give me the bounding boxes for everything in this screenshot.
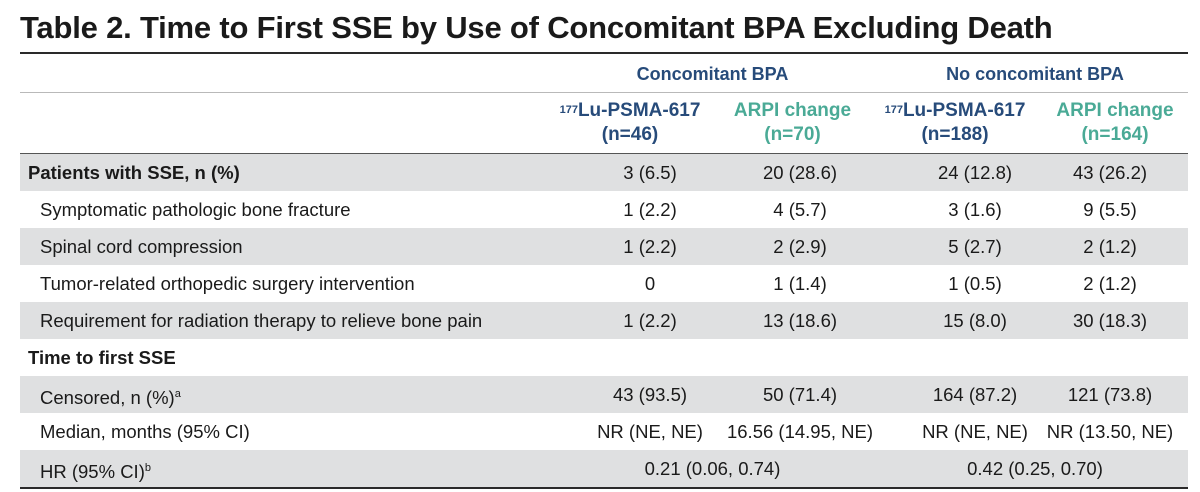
table-cell: 2 (1.2) bbox=[1083, 236, 1137, 257]
table-cell: 43 (26.2) bbox=[1072, 162, 1148, 183]
table-cell: 20 (28.6) bbox=[762, 162, 838, 183]
table-cell: 1 (1.4) bbox=[773, 273, 827, 294]
row-label: Symptomatic pathologic bone fracture bbox=[40, 199, 351, 220]
row-label: Spinal cord compression bbox=[40, 236, 243, 257]
column-header-arpi-2: ARPI change (n=164) bbox=[1056, 100, 1174, 145]
row-label: Requirement for radiation therapy to rel… bbox=[40, 310, 483, 331]
table-cell: 9 (5.5) bbox=[1083, 199, 1137, 220]
table-cell: 1 (2.2) bbox=[623, 310, 677, 331]
table-section-row: Time to first SSE bbox=[20, 339, 1188, 376]
table-cell: 13 (18.6) bbox=[762, 310, 838, 331]
row-label: HR (95% CI)b bbox=[40, 461, 151, 483]
table-cell: 1 (0.5) bbox=[948, 273, 1002, 294]
table-cell: 4 (5.7) bbox=[773, 199, 827, 220]
table-cell: 1 (2.2) bbox=[623, 199, 677, 220]
table-cell: NR (NE, NE) bbox=[597, 421, 703, 442]
row-label: Tumor-related orthopedic surgery interve… bbox=[40, 273, 415, 294]
table-cell-spanned: 0.42 (0.25, 0.70) bbox=[967, 458, 1103, 479]
row-label: Patients with SSE, n (%) bbox=[28, 162, 240, 183]
column-header-arpi-1: ARPI change (n=70) bbox=[733, 100, 852, 145]
table-row: Requirement for radiation therapy to rel… bbox=[20, 302, 1188, 339]
table-cell: 164 (87.2) bbox=[932, 384, 1018, 405]
column-header-lu-psma-2: 177Lu-PSMA-617 (n=188) bbox=[884, 100, 1026, 145]
column-header-row: 177Lu-PSMA-617 (n=46) ARPI change (n=70) 1… bbox=[20, 93, 1188, 154]
row-label: Median, months (95% CI) bbox=[40, 421, 250, 442]
table-cell: 24 (12.8) bbox=[937, 162, 1013, 183]
group-header-no-concomitant: No concomitant BPA bbox=[946, 64, 1124, 84]
table-cell: 3 (6.5) bbox=[623, 162, 677, 183]
table-cell: 2 (1.2) bbox=[1083, 273, 1137, 294]
table-row: Patients with SSE, n (%) 3 (6.5) 20 (28.… bbox=[20, 154, 1188, 191]
table-row: HR (95% CI)b 0.21 (0.06, 0.74) 0.42 (0.2… bbox=[20, 450, 1188, 487]
table-cell: 43 (93.5) bbox=[612, 384, 688, 405]
group-header-row: Concomitant BPA No concomitant BPA bbox=[20, 54, 1188, 93]
table-title: Table 2. Time to First SSE by Use of Con… bbox=[20, 10, 1053, 45]
table-cell: 2 (2.9) bbox=[773, 236, 827, 257]
data-table: Concomitant BPA No concomitant BPA 177Lu… bbox=[20, 52, 1188, 489]
table-cell: 1 (2.2) bbox=[623, 236, 677, 257]
table-cell: 3 (1.6) bbox=[948, 199, 1002, 220]
table-cell: 5 (2.7) bbox=[948, 236, 1002, 257]
table-cell: 15 (8.0) bbox=[943, 310, 1007, 331]
top-rule bbox=[20, 52, 1188, 54]
table-cell: 30 (18.3) bbox=[1072, 310, 1148, 331]
table-cell: NR (13.50, NE) bbox=[1046, 421, 1174, 442]
table-cell: NR (NE, NE) bbox=[922, 421, 1028, 442]
bottom-rule bbox=[20, 487, 1188, 489]
column-header-lu-psma-1: 177Lu-PSMA-617 (n=46) bbox=[559, 100, 701, 145]
table-cell: 16.56 (14.95, NE) bbox=[726, 421, 874, 442]
table-cell: 121 (73.8) bbox=[1067, 384, 1153, 405]
section-label: Time to first SSE bbox=[28, 347, 176, 368]
group-header-concomitant: Concomitant BPA bbox=[636, 64, 789, 84]
table-cell-spanned: 0.21 (0.06, 0.74) bbox=[644, 458, 781, 479]
table-cell: 50 (71.4) bbox=[762, 384, 838, 405]
row-label: Censored, n (%)a bbox=[40, 387, 181, 409]
table-row: Symptomatic pathologic bone fracture 1 (… bbox=[20, 191, 1188, 228]
table-cell: 0 bbox=[644, 273, 656, 294]
table-row: Median, months (95% CI) NR (NE, NE) 16.5… bbox=[20, 413, 1188, 450]
table-row: Tumor-related orthopedic surgery interve… bbox=[20, 265, 1188, 302]
table-row: Censored, n (%)a 43 (93.5) 50 (71.4) 164… bbox=[20, 376, 1188, 413]
table-row: Spinal cord compression 1 (2.2) 2 (2.9) … bbox=[20, 228, 1188, 265]
